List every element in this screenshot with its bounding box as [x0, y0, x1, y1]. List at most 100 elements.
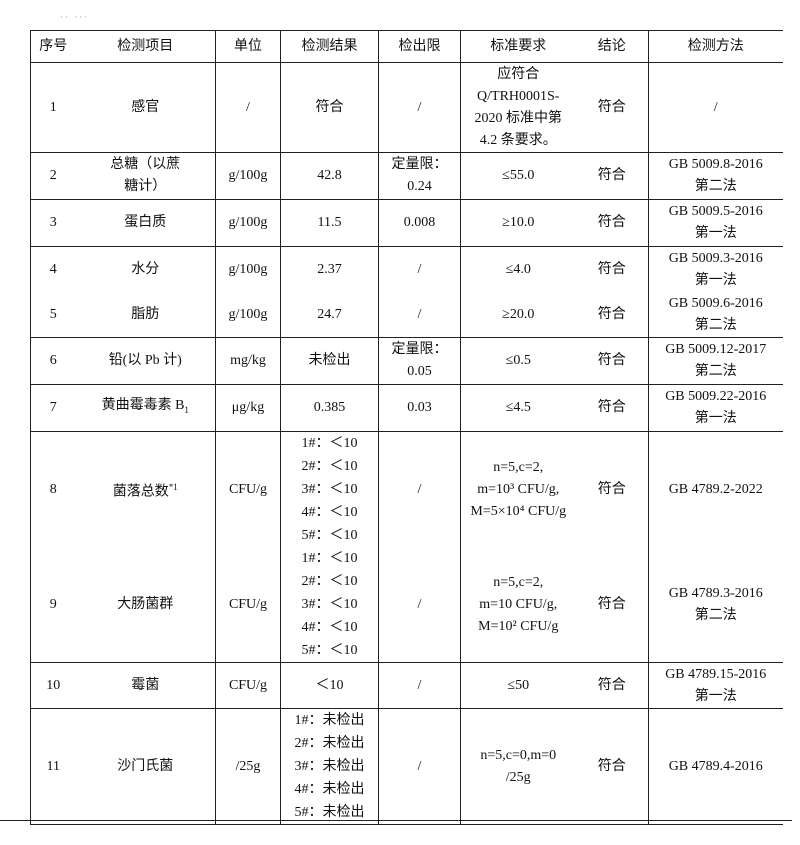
- header-cell: 序号: [30, 30, 76, 63]
- header-cell: 检测方法: [648, 30, 783, 63]
- header-cell: 检出限: [378, 30, 461, 63]
- item-name: 大肠菌群: [75, 547, 216, 663]
- item-label: 大肠菌群: [117, 596, 174, 612]
- standard-requirement-line: ≤50: [507, 677, 530, 693]
- unit: μg/kg: [215, 384, 281, 432]
- table-row: 11 沙门氏菌/25g 1#：未检出 2#：未检出 3#：未检出 4#：未检出 5#：未检出…: [30, 708, 783, 825]
- unit: g/100g: [215, 199, 281, 247]
- detection-limit: /: [378, 62, 461, 153]
- test-method-line: 第一法: [694, 226, 737, 241]
- table-row: 8 菌落总数*1 CFU/g 1#：＜10 2#：＜10 3#：＜10 4#：＜10 5#：＜…: [30, 431, 783, 547]
- unit: g/100g: [215, 292, 281, 338]
- result-line: 2#：＜10: [301, 459, 358, 474]
- standard-requirement-line: n=5,c=2,: [493, 459, 544, 475]
- result-line: 1#：＜10: [301, 436, 358, 451]
- unit: mg/kg: [215, 337, 281, 385]
- standard-requirement-line: ≥20.0: [502, 306, 535, 322]
- detection-limit: /: [378, 662, 461, 709]
- item-name: 铅(以 Pb 计): [75, 337, 216, 385]
- header-cell: 结论: [575, 30, 649, 63]
- row-number: 6: [30, 337, 76, 385]
- detection-limit: /: [378, 547, 461, 663]
- conclusion: 符合: [575, 152, 649, 200]
- standard-requirement-line: ≤4.5: [505, 400, 531, 415]
- detection-limit: 0.03: [378, 384, 461, 432]
- result-line: 3#：＜10: [301, 482, 358, 497]
- item-name: 黄曲霉毒素 B1: [75, 384, 216, 432]
- item-label: 蛋白质: [124, 215, 167, 230]
- standard-requirement-line: M=5×10⁴ CFU/g: [470, 503, 567, 519]
- result-line: 5#：＜10: [301, 528, 358, 543]
- row-number: 10: [30, 662, 76, 709]
- item-label: 黄曲霉毒素 B: [101, 398, 185, 414]
- item-name: 感官: [75, 62, 216, 153]
- header-cell: 单位: [215, 30, 281, 63]
- result: 24.7: [280, 292, 379, 338]
- standard-requirement: ≤4.5: [460, 384, 576, 432]
- standard-requirement: 应符合 Q/TRH0001S- 2020 标准中第 4.2 条要求。: [460, 62, 576, 153]
- test-method-line: GB 5009.8-2016: [668, 157, 763, 172]
- detection-limit-line: 0.05: [407, 364, 432, 379]
- standard-requirement-line: ≥10.0: [502, 215, 535, 230]
- result: 未检出: [280, 337, 379, 385]
- result: 1#：未检出 2#：未检出 3#：未检出 4#：未检出 5#：未检出: [280, 708, 379, 825]
- result: 符合: [280, 62, 379, 153]
- detection-limit-line: 0.03: [407, 400, 432, 415]
- item-name: 水分: [75, 246, 216, 292]
- footer-rule: [0, 820, 792, 821]
- detection-limit: /: [378, 292, 461, 338]
- test-method: GB 4789.15-2016 第一法: [648, 662, 783, 709]
- item-label: 感官: [131, 99, 160, 115]
- test-method: GB 5009.8-2016 第二法: [648, 152, 783, 200]
- header-cell: 标准要求: [460, 30, 576, 63]
- test-method-line: 第一法: [694, 411, 737, 426]
- item-label: 总糖（以蔗糖计）: [110, 157, 181, 194]
- standard-requirement-line: m=10 CFU/g,: [479, 596, 558, 612]
- conclusion: 符合: [575, 62, 649, 153]
- standard-requirement-line: 4.2 条要求。: [479, 132, 557, 148]
- item-label: 菌落总数: [112, 484, 169, 500]
- row-number: 7: [30, 384, 76, 432]
- table-header: 序号 检测项目 单位 检测结果 检出限 标准要求 结论 检测方法: [30, 30, 783, 63]
- result-line: 4#：未检出: [294, 782, 365, 797]
- standard-requirement: n=5,c=0,m=0/25g: [460, 708, 576, 825]
- test-method: GB 5009.22-2016 第一法: [648, 384, 783, 432]
- test-method-line: 第二法: [694, 364, 737, 379]
- test-method-line: GB 4789.4-2016: [668, 758, 763, 774]
- standard-requirement-line: M=10² CFU/g: [478, 618, 559, 634]
- detection-limit-line: /: [417, 596, 422, 612]
- table-row: 4 水分 g/100g 2.37 / ≤4.0 符合 GB 5009.3-2016 第一法: [30, 246, 783, 292]
- conclusion: 符合: [575, 292, 649, 338]
- row-number: 1: [30, 62, 76, 153]
- standard-requirement: ≤4.0: [460, 246, 576, 292]
- test-method-line: GB 5009.3-2016: [668, 250, 763, 266]
- row-number: 8: [30, 431, 76, 547]
- detection-limit: /: [378, 246, 461, 292]
- item-superscript: *1: [168, 481, 178, 492]
- item-name: 菌落总数*1: [75, 431, 216, 547]
- detection-limit-line: /: [417, 481, 422, 497]
- result: 42.8: [280, 152, 379, 200]
- test-method-line: 第二法: [694, 607, 737, 623]
- result: 0.385: [280, 384, 379, 432]
- result-line: 4#：＜10: [301, 505, 358, 520]
- test-method: GB 4789.4-2016: [648, 708, 783, 825]
- table-row: 10 霉菌 CFU/g ＜10 / ≤50 符合 GB 4789.15-2016 第一法: [30, 662, 783, 709]
- result-line: 3#：未检出: [294, 759, 365, 774]
- standard-requirement: n=5,c=2, m=10 CFU/g, M=10² CFU/g: [460, 547, 576, 663]
- test-method-line: GB 4789.2-2022: [668, 481, 763, 497]
- detection-limit-line: /: [417, 758, 422, 774]
- detection-limit-line: /: [417, 677, 422, 693]
- detection-limit: 定量限： 0.24: [378, 152, 461, 200]
- standard-requirement-line: n=5,c=0,m=0: [480, 747, 557, 763]
- unit: CFU/g: [215, 662, 281, 709]
- standard-requirement-line: Q/TRH0001S-: [477, 88, 560, 104]
- row-number: 2: [30, 152, 76, 200]
- item-label: 水分: [131, 261, 160, 277]
- table-row: 7 黄曲霉毒素 B1 μg/kg 0.385 0.03 ≤4.5 符合 GB 5009.22-…: [30, 384, 783, 432]
- test-method-line: 第二法: [694, 179, 737, 194]
- table-row: 2 总糖（以蔗糖计） g/100g 42.8 定量限： 0.24 ≤55.0 符合 GB 500…: [30, 152, 783, 200]
- standard-requirement: ≥10.0: [460, 199, 576, 247]
- detection-limit-line: /: [417, 261, 422, 277]
- result: ＜10: [280, 662, 379, 709]
